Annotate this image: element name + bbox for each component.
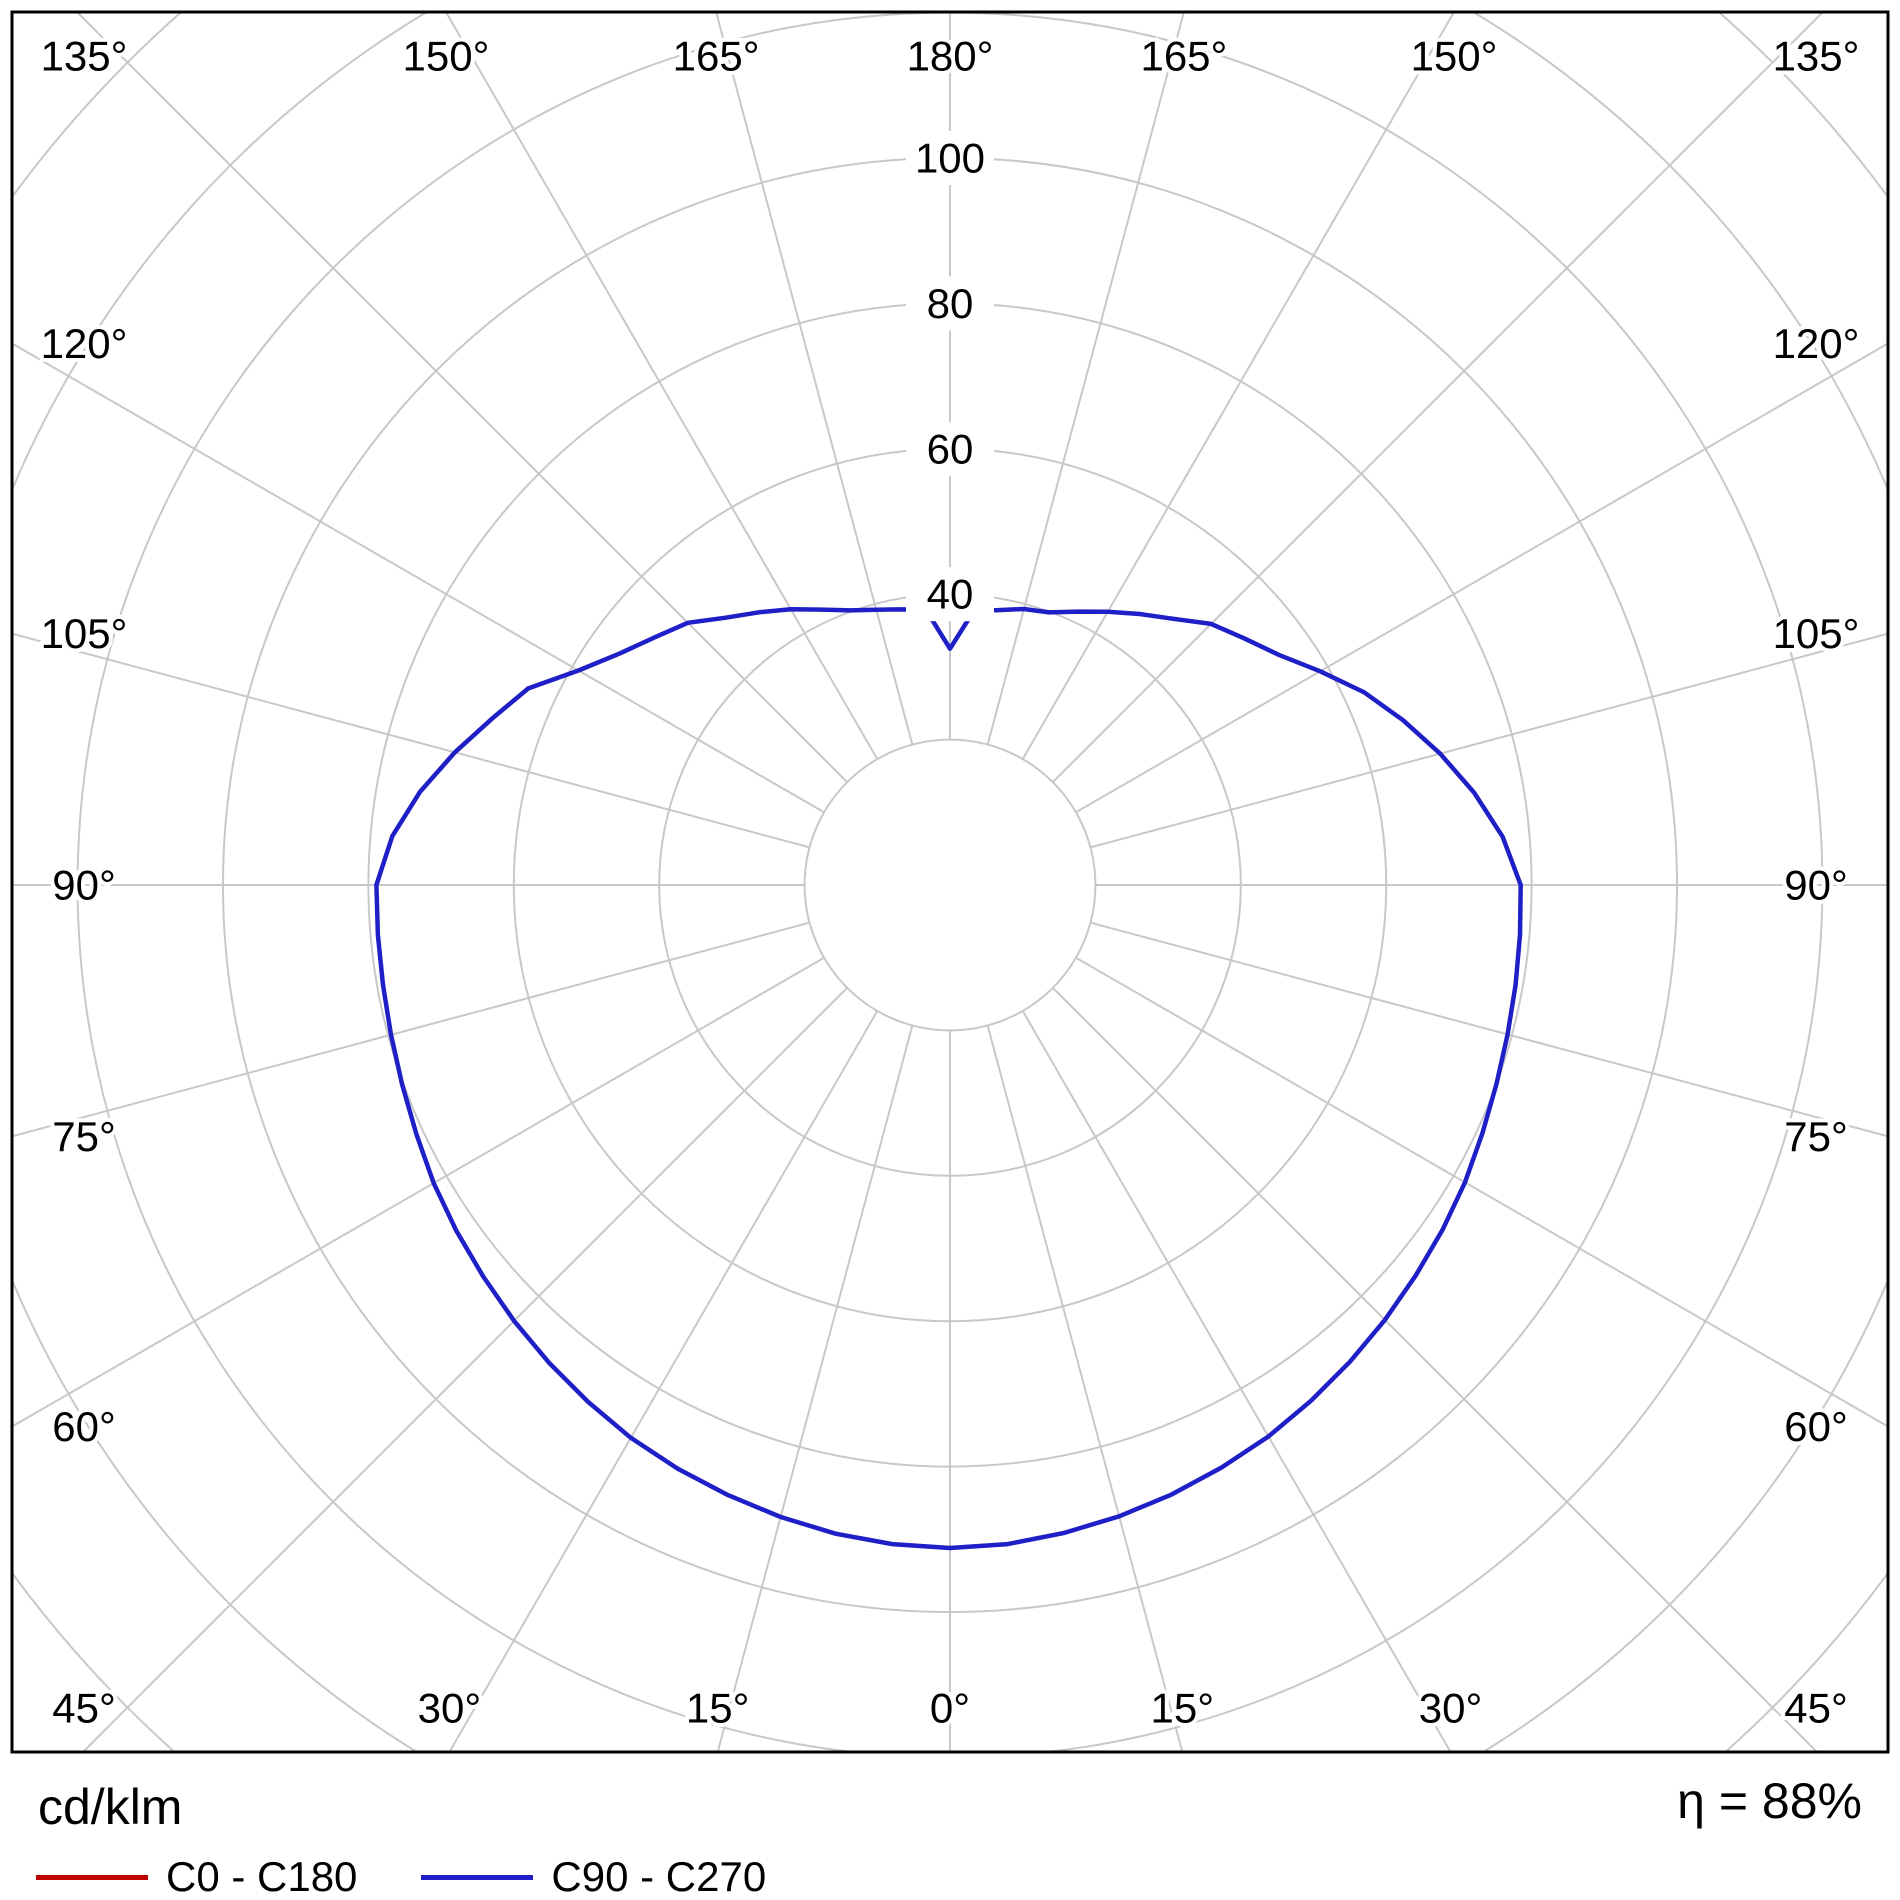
radial-tick-labels: 40 60 80 100	[906, 131, 994, 622]
svg-text:105°: 105°	[41, 610, 128, 657]
svg-text:150°: 150°	[1411, 33, 1498, 80]
svg-text:150°: 150°	[403, 33, 490, 80]
svg-text:80: 80	[927, 280, 974, 327]
svg-text:120°: 120°	[41, 320, 128, 367]
efficiency-label: η = 88%	[1677, 1773, 1862, 1829]
legend: C0 - C180 C90 - C270	[36, 1853, 766, 1900]
svg-text:135°: 135°	[1773, 33, 1860, 80]
legend-label-c0-c180: C0 - C180	[166, 1853, 358, 1900]
svg-text:180°: 180°	[907, 33, 994, 80]
svg-text:30°: 30°	[418, 1685, 482, 1732]
svg-text:100: 100	[915, 135, 985, 182]
svg-text:30°: 30°	[1419, 1685, 1483, 1732]
svg-text:45°: 45°	[1784, 1685, 1848, 1732]
svg-text:165°: 165°	[673, 33, 760, 80]
svg-text:135°: 135°	[41, 33, 128, 80]
svg-text:0°: 0°	[930, 1685, 970, 1732]
legend-label-c90-c270: C90 - C270	[551, 1853, 767, 1900]
svg-text:75°: 75°	[1784, 1113, 1848, 1160]
svg-text:75°: 75°	[52, 1113, 116, 1160]
curve-c90-c270	[374, 606, 1523, 1551]
angle-labels: 0° 15° 15° 30° 30° 45° 45° 60° 60° 75° 75° 90° 90° 10…	[37, 29, 1864, 1736]
plot-border	[10, 10, 1890, 1754]
legend-line-c90-c270	[421, 1874, 534, 1880]
polar-chart: 40 60 80 100 0° 15° 15° 30° 30° 45° 45° 60° 60° 75° 75…	[10, 10, 1890, 1754]
svg-text:90°: 90°	[1784, 862, 1848, 909]
unit-label: cd/klm	[38, 1779, 183, 1835]
svg-text:15°: 15°	[686, 1685, 750, 1732]
legend-line-c0-c180	[36, 1874, 148, 1880]
svg-text:60°: 60°	[1784, 1403, 1848, 1450]
svg-text:15°: 15°	[1151, 1685, 1215, 1732]
polar-grid	[13, 13, 1887, 1751]
svg-text:105°: 105°	[1773, 610, 1860, 657]
svg-text:40: 40	[927, 571, 974, 618]
svg-text:90°: 90°	[52, 862, 116, 909]
svg-text:60: 60	[927, 425, 974, 472]
svg-text:165°: 165°	[1140, 33, 1227, 80]
svg-text:60°: 60°	[52, 1403, 116, 1450]
svg-text:45°: 45°	[52, 1685, 116, 1732]
svg-text:120°: 120°	[1773, 320, 1860, 367]
